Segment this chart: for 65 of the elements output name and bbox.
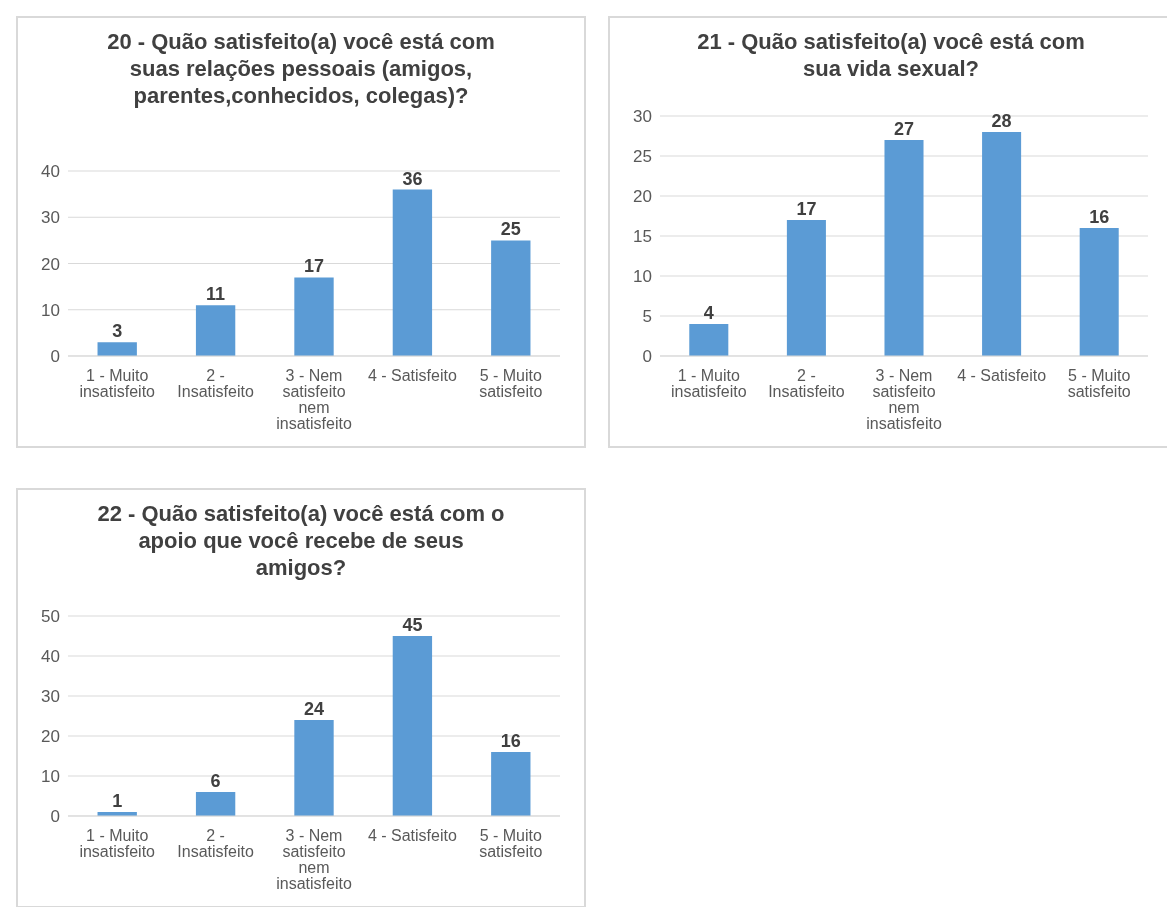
data-label: 36 — [402, 168, 423, 189]
chart-title: 21 - Quão satisfeito(a) você está com sua vida sexual? — [696, 28, 1086, 82]
y-tick-label: 0 — [50, 807, 60, 827]
data-label: 24 — [303, 699, 325, 719]
data-label: 6 — [210, 771, 221, 791]
chart-title: 22 - Quão satisfeito(a) você está com o apoio que você recebe de seus amigos? — [96, 500, 506, 581]
y-tick-label: 20 — [41, 254, 60, 274]
x-tick-label: 4 - Satisfeito — [957, 367, 1047, 385]
y-tick-label: 10 — [41, 767, 60, 787]
x-tick-label: 4 - Satisfeito — [367, 827, 457, 845]
bar — [392, 636, 433, 816]
data-label: 27 — [893, 119, 915, 139]
data-label: 45 — [402, 615, 423, 635]
bar — [491, 240, 531, 356]
y-tick-label: 20 — [41, 727, 60, 747]
x-tick-label: 2 - Insatisfeito — [177, 827, 254, 861]
data-label: 17 — [303, 256, 325, 277]
bar — [294, 720, 334, 816]
chart-title: 20 - Quão satisfeito(a) você está com suas relações pessoais (amigos, parentes,conhecidos, colegas)? — [106, 28, 496, 109]
data-label: 25 — [500, 219, 521, 240]
x-tick-label: 4 - Satisfeito — [367, 367, 457, 385]
x-tick-label: 1 - Muito insatisfeito — [671, 367, 747, 401]
x-tick-label: 1 - Muito insatisfeito — [79, 367, 156, 401]
bar — [195, 305, 236, 356]
x-tick-label: 3 - Nem satisfeito nem insatisfeito — [276, 367, 352, 433]
x-tick-label: 5 - Muito satisfeito — [479, 367, 543, 401]
x-tick-label: 1 - Muito insatisfeito — [79, 827, 156, 861]
y-tick-label: 0 — [50, 347, 60, 367]
y-tick-label: 10 — [633, 267, 652, 287]
bar — [491, 752, 531, 816]
data-label: 3 — [112, 321, 123, 342]
y-tick-label: 5 — [642, 307, 652, 327]
y-tick-label: 0 — [642, 347, 652, 367]
data-label: 17 — [796, 199, 817, 219]
data-label: 11 — [206, 284, 226, 305]
data-label: 4 — [703, 303, 714, 323]
y-tick-label: 30 — [41, 208, 60, 228]
data-label: 1 — [112, 791, 123, 811]
y-tick-label: 25 — [633, 147, 652, 167]
x-tick-label: 3 - Nem satisfeito nem insatisfeito — [276, 827, 352, 893]
x-tick-label: 2 - Insatisfeito — [768, 367, 845, 401]
x-tick-label: 3 - Nem satisfeito nem insatisfeito — [866, 367, 942, 433]
bar — [392, 189, 433, 356]
y-tick-label: 40 — [41, 647, 60, 667]
bar — [97, 342, 137, 356]
bar — [195, 792, 236, 816]
x-tick-label: 2 - Insatisfeito — [177, 367, 254, 401]
data-label: 16 — [1089, 207, 1110, 227]
bar — [982, 132, 1022, 356]
data-label: 28 — [991, 111, 1012, 131]
bar — [689, 324, 729, 356]
y-tick-label: 50 — [41, 607, 60, 627]
y-tick-label: 40 — [41, 162, 60, 182]
x-tick-label: 5 - Muito satisfeito — [479, 827, 543, 861]
x-tick-label: 5 - Muito satisfeito — [1067, 367, 1131, 401]
y-tick-label: 15 — [633, 227, 652, 247]
bar — [1079, 228, 1119, 356]
y-tick-label: 10 — [41, 300, 60, 320]
bar — [884, 140, 924, 356]
data-label: 16 — [500, 731, 521, 751]
y-tick-label: 30 — [41, 687, 60, 707]
bar — [294, 277, 334, 356]
bar — [786, 220, 826, 356]
y-tick-label: 30 — [633, 107, 652, 127]
y-tick-label: 20 — [633, 187, 652, 207]
